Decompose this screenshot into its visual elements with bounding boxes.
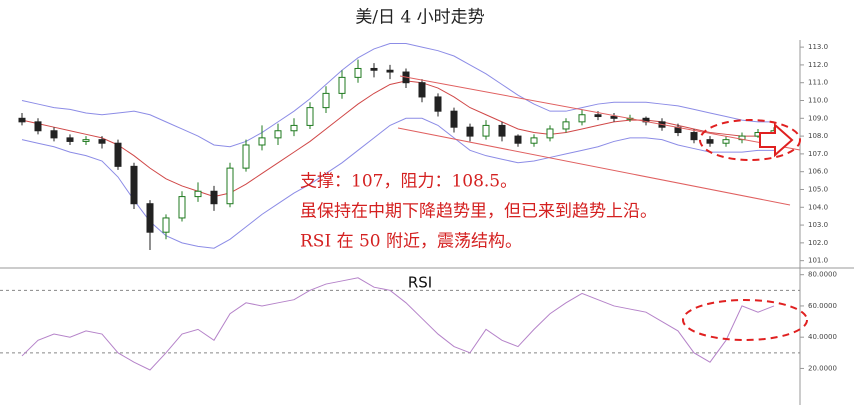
candle-body xyxy=(194,190,202,198)
candle-body xyxy=(290,124,298,132)
candle-body xyxy=(178,196,186,219)
candle-body xyxy=(610,116,618,119)
y-tick-label: 106.0 xyxy=(808,168,828,176)
marks: 101.0 102.0 103.0 104.0 105.0 106.0 107.0 108.0… xyxy=(0,43,837,372)
candle-body xyxy=(562,121,570,130)
trend-line xyxy=(397,127,791,206)
candle-body xyxy=(466,126,474,137)
candle-body xyxy=(18,117,26,123)
candle-body xyxy=(98,139,106,144)
highlight-ellipse xyxy=(682,299,808,341)
candle-body xyxy=(66,137,74,142)
candle-body xyxy=(322,92,330,109)
candle-body xyxy=(82,139,90,142)
candle-body xyxy=(354,67,362,78)
candle-body xyxy=(722,139,730,144)
candle-body xyxy=(274,130,282,139)
highlight-ellipse xyxy=(699,119,801,161)
candle-body xyxy=(306,107,314,126)
candle-body xyxy=(706,139,714,144)
y-tick-label: 104.0 xyxy=(808,203,828,211)
candle-body xyxy=(242,144,250,169)
candle-body xyxy=(34,121,42,132)
y-tick-label: 111.0 xyxy=(808,79,828,87)
candle-body xyxy=(114,142,122,167)
y-tick-label: 102.0 xyxy=(808,239,828,247)
candle-body xyxy=(690,132,698,141)
rsi-title: RSI xyxy=(408,274,432,292)
candle-body xyxy=(146,203,154,233)
arrow xyxy=(759,122,794,158)
overlay-line xyxy=(21,43,774,148)
trend-line xyxy=(399,75,801,151)
annotation: 支撑：107，阻力：108.5。 xyxy=(300,172,517,192)
candle-body xyxy=(226,167,234,205)
candle-body xyxy=(162,217,170,233)
candle-body xyxy=(130,165,138,205)
y-tick-label: 60.0000 xyxy=(808,302,837,310)
candle-body xyxy=(498,124,506,137)
candle-body xyxy=(514,135,522,144)
candle-body xyxy=(594,114,602,118)
candle-body xyxy=(50,130,58,139)
y-tick-label: 107.0 xyxy=(808,150,828,158)
y-tick-label: 103.0 xyxy=(808,221,828,229)
annotation: 虽保持在中期下降趋势里，但已来到趋势上沿。 xyxy=(300,202,657,222)
y-tick-label: 108.0 xyxy=(808,132,828,140)
y-tick-label: 109.0 xyxy=(808,114,828,122)
annotation: RSI 在 50 附近，震荡结构。 xyxy=(300,232,522,252)
rsi-line xyxy=(21,277,775,371)
y-tick-label: 20.0000 xyxy=(808,364,837,372)
candle-body xyxy=(258,137,266,146)
y-tick-label: 113.0 xyxy=(808,43,828,51)
chart-title: 美/日 4 小时走势 xyxy=(355,8,484,28)
candle-body xyxy=(418,82,426,98)
candle-body xyxy=(386,69,394,73)
candle-body xyxy=(546,128,554,139)
y-tick-label: 112.0 xyxy=(808,61,828,69)
candle-body xyxy=(482,124,490,137)
annotations: 支撑：107，阻力：108.5。虽保持在中期下降趋势里，但已来到趋势上沿。 RSI… xyxy=(300,172,657,252)
candle-body xyxy=(210,190,218,205)
candle-body xyxy=(338,76,346,94)
candle-body xyxy=(434,96,442,112)
candle-body xyxy=(450,110,458,128)
candle-body xyxy=(370,67,378,71)
y-tick-label: 40.0000 xyxy=(808,333,837,341)
y-tick-label: 101.0 xyxy=(808,257,828,265)
y-tick-label: 80.0000 xyxy=(808,271,837,279)
candle-body xyxy=(578,114,586,123)
y-tick-label: 105.0 xyxy=(808,185,828,193)
candle-body xyxy=(530,137,538,144)
y-tick-label: 110.0 xyxy=(808,97,828,105)
